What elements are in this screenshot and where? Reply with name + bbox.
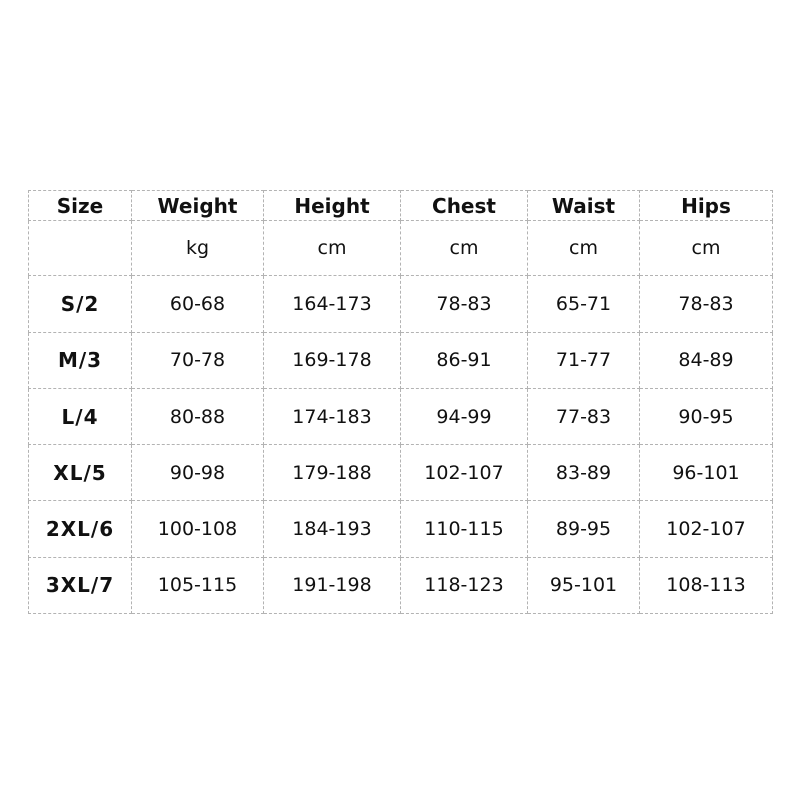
value-cell: 164-173 [263, 275, 401, 333]
value-cell: 90-98 [131, 444, 264, 502]
value-cell: 94-99 [400, 387, 528, 446]
units-row: kg cm cm cm cm [28, 220, 773, 277]
unit-cell: cm [527, 220, 640, 277]
size-cell: 3XL/7 [28, 556, 132, 615]
table-row-xl5: XL/5 90-98 179-188 102-107 83-89 96-101 [28, 444, 773, 502]
value-cell: 110-115 [400, 500, 528, 558]
header-cell-size: Size [28, 189, 132, 222]
unit-cell: cm [639, 220, 773, 277]
table-row-m3: M/3 70-78 169-178 86-91 71-77 84-89 [28, 331, 773, 389]
value-cell: 179-188 [263, 444, 401, 502]
header-cell-waist: Waist [527, 189, 640, 222]
value-cell: 65-71 [527, 275, 640, 333]
value-cell: 169-178 [263, 331, 401, 389]
header-cell-weight: Weight [131, 189, 264, 222]
value-cell: 60-68 [131, 275, 264, 333]
header-cell-height: Height [263, 189, 401, 222]
value-cell: 174-183 [263, 387, 401, 446]
value-cell: 78-83 [639, 275, 773, 333]
value-cell: 70-78 [131, 331, 264, 389]
table-row-l4: L/4 80-88 174-183 94-99 77-83 90-95 [28, 387, 773, 446]
value-cell: 100-108 [131, 500, 264, 558]
value-cell: 83-89 [527, 444, 640, 502]
table-row-2xl6: 2XL/6 100-108 184-193 110-115 89-95 102-… [28, 500, 773, 558]
size-chart-table: Size Weight Height Chest Waist Hips kg c… [28, 189, 773, 615]
value-cell: 90-95 [639, 387, 773, 446]
size-cell: S/2 [28, 275, 132, 333]
unit-cell: cm [263, 220, 401, 277]
size-cell: 2XL/6 [28, 500, 132, 558]
header-cell-chest: Chest [400, 189, 528, 222]
value-cell: 80-88 [131, 387, 264, 446]
value-cell: 95-101 [527, 556, 640, 615]
size-cell: M/3 [28, 331, 132, 389]
value-cell: 96-101 [639, 444, 773, 502]
table-row-s2: S/2 60-68 164-173 78-83 65-71 78-83 [28, 275, 773, 333]
table-row-3xl7: 3XL/7 105-115 191-198 118-123 95-101 108… [28, 556, 773, 615]
value-cell: 71-77 [527, 331, 640, 389]
unit-cell: kg [131, 220, 264, 277]
size-chart: Size Weight Height Chest Waist Hips kg c… [28, 189, 773, 615]
value-cell: 191-198 [263, 556, 401, 615]
value-cell: 84-89 [639, 331, 773, 389]
value-cell: 108-113 [639, 556, 773, 615]
header-cell-hips: Hips [639, 189, 773, 222]
value-cell: 105-115 [131, 556, 264, 615]
value-cell: 89-95 [527, 500, 640, 558]
value-cell: 78-83 [400, 275, 528, 333]
value-cell: 118-123 [400, 556, 528, 615]
value-cell: 184-193 [263, 500, 401, 558]
unit-cell: cm [400, 220, 528, 277]
header-row: Size Weight Height Chest Waist Hips [28, 189, 773, 222]
size-cell: L/4 [28, 387, 132, 446]
value-cell: 77-83 [527, 387, 640, 446]
value-cell: 86-91 [400, 331, 528, 389]
size-cell: XL/5 [28, 444, 132, 502]
unit-cell [28, 220, 132, 277]
value-cell: 102-107 [639, 500, 773, 558]
value-cell: 102-107 [400, 444, 528, 502]
